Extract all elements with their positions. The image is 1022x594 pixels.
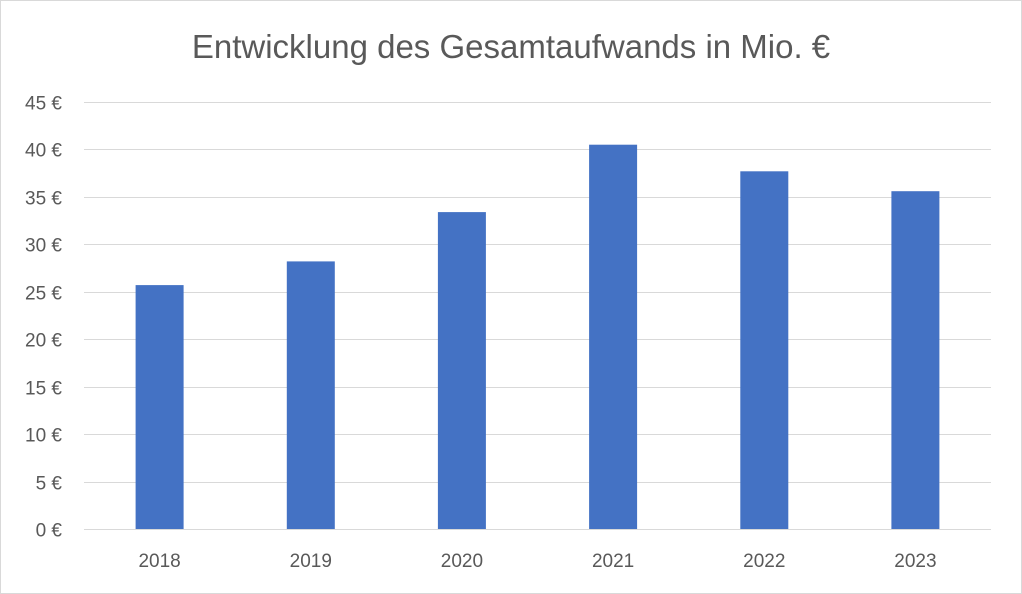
bars xyxy=(135,144,940,530)
y-tick-label: 0 € xyxy=(36,521,63,542)
x-tick-label: 2022 xyxy=(743,551,785,572)
y-tick-label: 5 € xyxy=(36,474,63,495)
bar-2020 xyxy=(437,212,486,529)
bar-2021 xyxy=(589,144,638,529)
x-tick-label: 2018 xyxy=(138,551,180,572)
chart-title: Entwicklung des Gesamtaufwands in Mio. € xyxy=(191,28,831,65)
x-tick-label: 2020 xyxy=(441,551,483,572)
y-tick-label: 35 € xyxy=(25,189,62,210)
y-tick-label: 25 € xyxy=(25,284,62,305)
y-tick-label: 45 € xyxy=(25,94,62,115)
bar-2018 xyxy=(135,285,184,529)
y-tick-label: 30 € xyxy=(25,236,62,257)
bar-2023 xyxy=(891,191,940,529)
x-tick-label: 2021 xyxy=(592,551,634,572)
y-tick-label: 15 € xyxy=(25,379,62,400)
y-tick-label: 10 € xyxy=(25,426,62,447)
x-tick-label: 2023 xyxy=(894,551,936,572)
bar-2019 xyxy=(286,261,335,529)
y-tick-label: 40 € xyxy=(25,141,62,162)
gridlines xyxy=(84,102,991,530)
y-axis-tick-labels: 0 € 5 € 10 € 15 € 20 € 25 € 30 € 35 € 40 € 45 € xyxy=(25,94,62,542)
y-tick-label: 20 € xyxy=(25,331,62,352)
bar-2022 xyxy=(740,171,789,530)
x-tick-label: 2019 xyxy=(290,551,332,572)
x-axis-tick-labels: 2018 2019 2020 2021 2022 2023 xyxy=(138,551,936,572)
